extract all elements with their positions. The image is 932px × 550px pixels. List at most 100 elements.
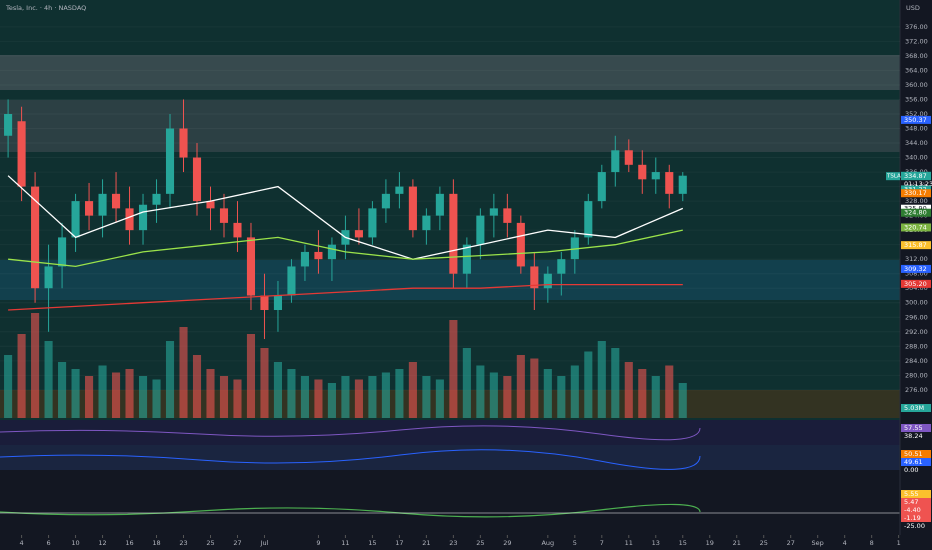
candle-body [31, 186, 40, 289]
x-tick-label: 21 [422, 539, 430, 547]
volume-bar [125, 369, 134, 418]
price-tag [901, 279, 931, 288]
volume-bar [665, 365, 674, 418]
volume-bar [462, 348, 471, 418]
candle-body [44, 266, 53, 289]
pane-tag [901, 498, 931, 506]
pane-tag [901, 432, 931, 440]
macd-line [0, 503, 701, 518]
volume-bar [287, 369, 296, 418]
pane-tag [901, 458, 931, 466]
candle-body [503, 208, 512, 223]
volume-bar [260, 348, 269, 418]
volume-bar [17, 334, 26, 418]
volume-bar [611, 348, 620, 418]
volume-bar [584, 351, 593, 418]
x-tick-label: 27 [787, 539, 795, 547]
volume-bar [179, 327, 188, 418]
x-tick-label: 7 [600, 539, 604, 547]
price-tag-label: 315.87 [904, 241, 927, 249]
volume-bar [44, 341, 53, 418]
price-tag [901, 115, 931, 124]
x-tick-label: 10 [71, 539, 79, 547]
chart-title: Tesla, Inc. · 4h · NASDAQ [5, 4, 86, 12]
volume-bar [678, 383, 687, 418]
y-tick-label: 372.00 [905, 37, 928, 45]
volume-bar [273, 362, 283, 418]
volume-bar [476, 365, 485, 418]
plot: 276.00 280.00 284.00 288.00 292.00 296.00 300.… [0, 23, 932, 547]
x-tick-label: Aug [541, 539, 554, 547]
candle-body [287, 266, 296, 296]
volume-bar [71, 369, 80, 418]
price-tag [901, 172, 931, 181]
y-tick-label: 288.00 [905, 342, 928, 350]
volume-bar [570, 365, 579, 418]
pane-tag [901, 404, 931, 412]
candle-body [422, 215, 431, 231]
volume-bar [638, 369, 647, 418]
volume-bar [341, 376, 350, 418]
y-tick-label: 348.00 [905, 125, 928, 133]
volume-bar [314, 379, 323, 418]
x-tick-label: 9 [316, 539, 320, 547]
x-tick-label: 11 [625, 539, 633, 547]
symbol-tag [886, 172, 900, 181]
volume-bar [408, 362, 417, 418]
x-tick-label: 29 [503, 539, 511, 547]
y-tick-label: 280.00 [905, 371, 928, 379]
candle-body [354, 230, 363, 238]
resistance-zone [0, 100, 900, 152]
candle-body [206, 201, 215, 209]
candle-body [678, 175, 687, 194]
candle-body [651, 172, 660, 180]
candle-body [543, 273, 552, 289]
y-tick-label: 376.00 [905, 23, 928, 31]
volume-bar [58, 362, 67, 418]
x-tick-label: 12 [98, 539, 106, 547]
y-tick-label: 308.00 [905, 270, 928, 278]
volume-bar [449, 320, 458, 418]
candle-body [489, 208, 498, 216]
volume-bar [219, 376, 229, 418]
volume-bar [206, 369, 215, 418]
volume-bar [624, 362, 633, 418]
y-tick-label: 284.00 [905, 357, 928, 365]
price-tag [901, 264, 931, 273]
price-tag-label: 309.32 [904, 265, 927, 273]
y-tick-label: 364.00 [905, 66, 928, 74]
volume-bar [422, 376, 431, 418]
volume-bar [381, 372, 390, 418]
price-tag-label: 334.87 [904, 172, 927, 180]
x-tick-label: 23 [449, 539, 457, 547]
pane-label: 38.24 [904, 432, 923, 440]
candle-body [125, 208, 134, 231]
candle-body [611, 150, 620, 173]
moving-average [8, 229, 683, 268]
candle-body [408, 186, 417, 231]
candle-body [17, 121, 26, 187]
pane-tag [901, 450, 931, 458]
candle-body [300, 251, 309, 267]
candle-body [138, 204, 148, 231]
pane-label: 5.55 [904, 490, 918, 498]
candle-body [152, 193, 161, 205]
price-tag-label: 330.17 [904, 189, 927, 197]
pane-tag [901, 424, 931, 432]
candle-body [665, 172, 674, 194]
candle-body [557, 259, 566, 274]
volume-bar [651, 376, 660, 418]
x-tick-label: 15 [368, 539, 376, 547]
x-tick-label: 1 [897, 539, 901, 547]
candle-body [462, 244, 471, 274]
y-tick-label: 292.00 [905, 328, 928, 336]
y-tick-label: 344.00 [905, 139, 928, 147]
volume-bar [395, 369, 404, 418]
candle-body [98, 193, 107, 216]
volume-bar [354, 379, 363, 418]
candle-body [58, 237, 67, 267]
candle-body [260, 295, 269, 311]
price-tag [901, 223, 931, 232]
candle-body [435, 193, 444, 216]
volume-bar [516, 355, 525, 418]
